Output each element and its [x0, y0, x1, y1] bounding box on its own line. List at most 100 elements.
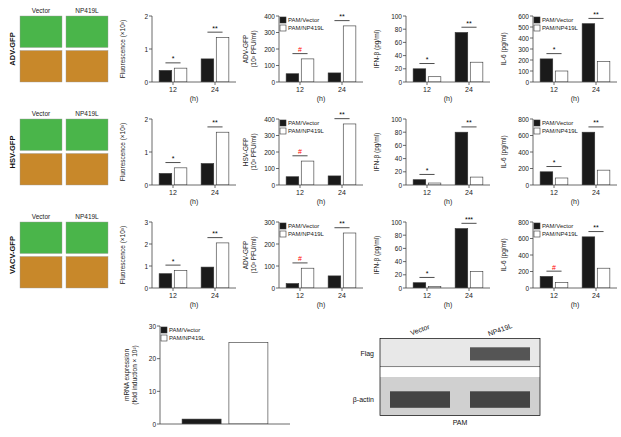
- bar: [286, 74, 299, 82]
- legend-swatch: [161, 327, 167, 333]
- y-label: IL-6 (pg/ml): [500, 238, 508, 271]
- row-label: ADV-GFP: [8, 32, 17, 65]
- significance-bracket: [334, 227, 349, 228]
- legend: PAM/Vector PAM/NP419L: [534, 120, 579, 134]
- legend-label: PAM/NP419L: [542, 25, 579, 31]
- x-tick: [300, 82, 301, 85]
- significance-label: *: [172, 155, 175, 162]
- x-axis: [279, 82, 363, 83]
- legend-label: PAM/Vector: [169, 327, 200, 333]
- significance-label: **: [466, 119, 472, 126]
- x-tick-label: 12: [296, 189, 304, 196]
- bars: [540, 237, 610, 288]
- y-tick-label: 400: [518, 35, 529, 42]
- bars: [286, 233, 356, 288]
- x-tick: [427, 288, 428, 291]
- y-tick: [276, 244, 279, 245]
- x-label: (h): [190, 198, 199, 206]
- y-tick: [530, 38, 533, 39]
- x-label: (h): [317, 95, 326, 103]
- x-axis: [533, 288, 617, 289]
- legend-swatch: [534, 223, 540, 229]
- y-tick: [149, 82, 152, 83]
- significance-bracket: [461, 223, 476, 224]
- y-tick: [276, 82, 279, 83]
- y-tick-label: 0: [144, 182, 148, 189]
- y-tick: [157, 424, 160, 425]
- significance-label: **: [212, 230, 218, 237]
- y-tick: [403, 119, 406, 120]
- legend-swatch: [534, 128, 540, 134]
- bar: [455, 229, 468, 288]
- legend-label: PAM/Vector: [288, 17, 319, 23]
- x-axis: [406, 288, 490, 289]
- y-tick-label: 0: [525, 285, 529, 292]
- legend-label: PAM/Vector: [542, 120, 573, 126]
- y-label-line: (fold induction × 10²): [131, 345, 139, 404]
- bar: [540, 276, 553, 288]
- x-tick: [300, 185, 301, 188]
- y-tick-label: 2: [144, 116, 148, 123]
- y-label-line: ADV-GFP: [242, 35, 249, 64]
- fluorescence-image: [66, 16, 108, 48]
- y-tick-label: 500: [518, 24, 529, 31]
- y-tick: [403, 68, 406, 69]
- y-label: mRNA expression(fold induction × 10²): [123, 345, 139, 404]
- x-tick: [427, 185, 428, 188]
- image-label: Vector: [32, 213, 51, 220]
- significance-bracket: [419, 277, 434, 278]
- bar: [413, 180, 426, 185]
- brightfield-image: [66, 257, 108, 289]
- bar: [174, 168, 187, 185]
- y-tick-label: 80: [395, 232, 403, 239]
- y-tick-label: 800: [518, 116, 529, 123]
- y-tick: [276, 152, 279, 153]
- y-axis: [160, 326, 161, 424]
- legend-label: PAM/NP419L: [288, 128, 325, 134]
- x-tick-label: 24: [211, 189, 219, 196]
- y-label-line: ADV-GFP: [242, 241, 249, 270]
- y-tick: [276, 222, 279, 223]
- y-tick: [403, 235, 406, 236]
- legend-swatch: [280, 231, 286, 237]
- y-label: IFN-β (pg/ml): [373, 30, 381, 68]
- y-tick: [530, 271, 533, 272]
- y-tick-label: 20: [395, 271, 403, 278]
- y-tick: [276, 119, 279, 120]
- legend: PAM/VectorPAM/NP419L: [534, 17, 579, 31]
- significance-bracket: [207, 32, 222, 33]
- bar: [343, 26, 356, 82]
- y-label-line: IFN-β (pg/ml): [373, 236, 381, 274]
- bar: [201, 164, 214, 185]
- x-axis: [152, 185, 236, 186]
- bar: [597, 268, 610, 288]
- y-label-line: (10³ PFU/ml): [250, 30, 258, 67]
- x-tick: [554, 185, 555, 188]
- legend-swatch: [280, 25, 286, 31]
- fluorescence-image: [66, 222, 108, 254]
- significance-bracket: [546, 271, 561, 272]
- bar: [428, 77, 441, 82]
- bar: [413, 283, 426, 288]
- y-label-line: IFN-β (pg/ml): [373, 30, 381, 68]
- significance-bracket: [588, 126, 603, 127]
- y-tick: [530, 119, 533, 120]
- legend-label: PAM/NP419L: [542, 128, 579, 134]
- significance-bracket: [461, 27, 476, 28]
- significance-label: **: [339, 111, 345, 118]
- bar: [540, 59, 553, 82]
- y-tick: [403, 171, 406, 172]
- y-tick-label: 600: [518, 235, 529, 242]
- significance-bracket: [165, 162, 180, 163]
- y-tick-label: 400: [518, 149, 529, 156]
- x-tick-label: 12: [550, 292, 558, 299]
- y-tick: [530, 255, 533, 256]
- y-label: IFN-β (pg/ml): [373, 133, 381, 171]
- x-tick: [215, 82, 216, 85]
- bar: [470, 272, 483, 289]
- y-tick: [276, 135, 279, 136]
- x-axis: [279, 185, 363, 186]
- x-axis: [152, 82, 236, 83]
- significance-bracket: [165, 265, 180, 266]
- significance-bracket: [546, 166, 561, 167]
